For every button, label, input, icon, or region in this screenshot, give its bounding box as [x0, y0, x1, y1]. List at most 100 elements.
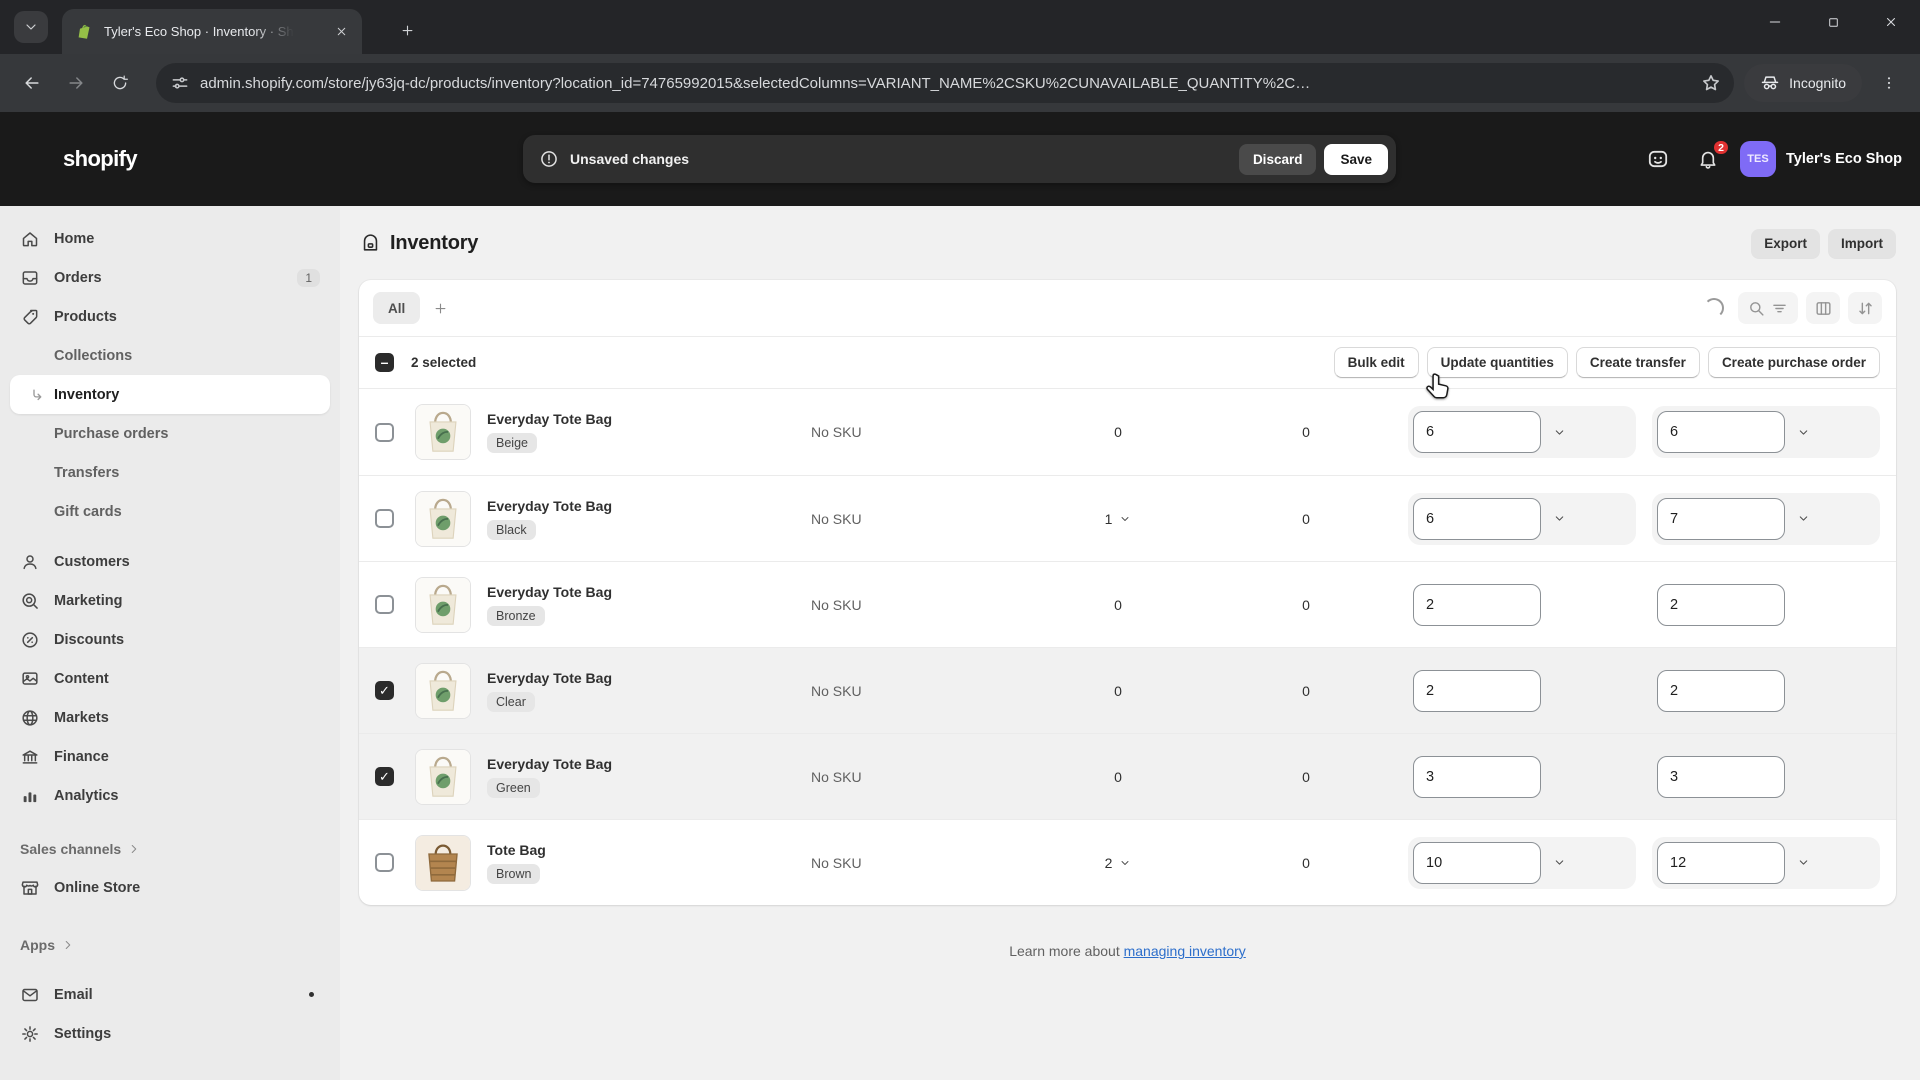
- available-group: [1408, 406, 1636, 458]
- sidebar-item-settings[interactable]: Settings: [10, 1014, 330, 1053]
- on-hand-input[interactable]: [1657, 841, 1785, 884]
- export-button[interactable]: Export: [1751, 228, 1820, 258]
- browser-menu-button[interactable]: [1872, 66, 1906, 100]
- sidebar-item-collections[interactable]: Collections: [10, 336, 330, 375]
- sidebar-section-apps[interactable]: Apps: [10, 925, 330, 964]
- store-menu-button[interactable]: TES Tyler's Eco Shop: [1740, 141, 1902, 177]
- back-button[interactable]: [14, 65, 50, 101]
- sort-button[interactable]: [1848, 292, 1882, 324]
- sidebar-item-customers[interactable]: Customers: [10, 542, 330, 581]
- address-bar[interactable]: admin.shopify.com/store/jy63jq-dc/produc…: [156, 63, 1735, 103]
- variant-badge: Beige: [487, 433, 537, 453]
- sidebar-item-gift-cards[interactable]: Gift cards: [10, 492, 330, 531]
- committed-cell: 0: [1302, 596, 1310, 613]
- available-input[interactable]: [1413, 755, 1541, 798]
- unavailable-dropdown-button[interactable]: 1: [1105, 511, 1132, 527]
- sidebar-item-online-store[interactable]: Online Store: [10, 868, 330, 907]
- product-thumbnail[interactable]: [415, 662, 471, 719]
- row-checkbox[interactable]: [375, 853, 394, 872]
- tab-close-icon[interactable]: [330, 21, 352, 43]
- sidebar-item-products[interactable]: Products: [10, 297, 330, 336]
- sidebar-item-inventory[interactable]: Inventory: [10, 375, 330, 414]
- row-checkbox[interactable]: [375, 509, 394, 528]
- table-row: Everyday Tote Bag Clear No SKU 0 0: [359, 647, 1896, 733]
- managing-inventory-link[interactable]: managing inventory: [1123, 943, 1246, 959]
- sidebar-item-transfers[interactable]: Transfers: [10, 453, 330, 492]
- select-all-checkbox[interactable]: [375, 353, 394, 372]
- on-hand-input[interactable]: [1657, 669, 1785, 712]
- product-name-link[interactable]: Everyday Tote Bag: [487, 583, 613, 600]
- on-hand-input[interactable]: [1657, 583, 1785, 626]
- minimize-button[interactable]: [1746, 0, 1804, 44]
- create-transfer-button[interactable]: Create transfer: [1575, 347, 1700, 378]
- sidebar-item-home[interactable]: Home: [10, 219, 330, 258]
- shopify-logo[interactable]: shopify: [28, 145, 138, 173]
- available-dropdown-chevron[interactable]: [1541, 856, 1577, 869]
- on-hand-input[interactable]: [1657, 497, 1785, 540]
- sidekick-button[interactable]: [1640, 141, 1676, 177]
- on-hand-dropdown-chevron[interactable]: [1785, 512, 1821, 525]
- chevron-down-icon: [1119, 857, 1131, 869]
- product-thumbnail[interactable]: [415, 834, 471, 891]
- forward-button[interactable]: [58, 65, 94, 101]
- window-close-button[interactable]: [1862, 0, 1920, 44]
- sidebar-section-sales-channels[interactable]: Sales channels: [10, 829, 330, 868]
- sidebar-item-analytics[interactable]: Analytics: [10, 776, 330, 815]
- sidebar-item-content[interactable]: Content: [10, 659, 330, 698]
- tab-all[interactable]: All: [373, 292, 421, 324]
- row-checkbox[interactable]: [375, 681, 394, 700]
- sidebar-item-finance[interactable]: Finance: [10, 737, 330, 776]
- tab-search-button[interactable]: [14, 11, 48, 43]
- reload-button[interactable]: [102, 65, 138, 101]
- sidebar-item-markets[interactable]: Markets: [10, 698, 330, 737]
- on-hand-dropdown-chevron[interactable]: [1785, 426, 1821, 439]
- product-thumbnail[interactable]: [415, 576, 471, 633]
- bookmark-star-icon[interactable]: [1700, 72, 1722, 94]
- available-input[interactable]: [1413, 583, 1541, 626]
- available-input[interactable]: [1413, 411, 1541, 453]
- product-name-link[interactable]: Everyday Tote Bag: [487, 669, 613, 686]
- site-settings-icon[interactable]: [170, 73, 190, 93]
- product-thumbnail[interactable]: [415, 748, 471, 805]
- product-name-link[interactable]: Tote Bag: [487, 841, 546, 858]
- product-name-link[interactable]: Everyday Tote Bag: [487, 497, 613, 514]
- product-thumbnail[interactable]: [415, 490, 471, 547]
- unavailable-dropdown-button[interactable]: 2: [1105, 855, 1132, 871]
- orders-icon: [20, 268, 40, 288]
- notifications-button[interactable]: 2: [1690, 139, 1730, 177]
- save-button[interactable]: Save: [1324, 143, 1388, 175]
- product-name-link[interactable]: Everyday Tote Bag: [487, 411, 613, 427]
- sidebar-item-email[interactable]: Email: [10, 975, 330, 1014]
- product-thumbnail[interactable]: [415, 404, 471, 460]
- maximize-button[interactable]: [1804, 0, 1862, 44]
- add-view-button[interactable]: [424, 292, 456, 324]
- bulk-actions: Bulk edit Update quantities Create transfe…: [1333, 347, 1880, 378]
- discard-button[interactable]: Discard: [1238, 143, 1317, 175]
- available-input[interactable]: [1413, 669, 1541, 712]
- create-purchase-order-button[interactable]: Create purchase order: [1707, 347, 1880, 378]
- bulk-edit-button[interactable]: Bulk edit: [1333, 347, 1419, 378]
- new-tab-button[interactable]: [392, 15, 422, 45]
- row-checkbox[interactable]: [375, 595, 394, 614]
- on-hand-input[interactable]: [1657, 755, 1785, 798]
- sidebar-item-purchase-orders[interactable]: Purchase orders: [10, 414, 330, 453]
- on-hand-input[interactable]: [1657, 411, 1785, 453]
- sidebar-item-label: Orders: [54, 269, 102, 286]
- on-hand-dropdown-chevron[interactable]: [1785, 856, 1821, 869]
- columns-button[interactable]: [1806, 292, 1840, 324]
- available-dropdown-chevron[interactable]: [1541, 512, 1577, 525]
- row-checkbox[interactable]: [375, 422, 394, 442]
- available-input[interactable]: [1413, 497, 1541, 540]
- product-name-link[interactable]: Everyday Tote Bag: [487, 755, 613, 772]
- available-input[interactable]: [1413, 841, 1541, 884]
- sidebar-item-orders[interactable]: Orders 1: [10, 258, 330, 297]
- row-checkbox[interactable]: [375, 767, 394, 786]
- import-button[interactable]: Import: [1828, 228, 1896, 258]
- sidebar-dot: [309, 992, 314, 997]
- search-filter-button[interactable]: [1738, 292, 1798, 324]
- available-dropdown-chevron[interactable]: [1541, 426, 1577, 439]
- sidebar-item-discounts[interactable]: Discounts: [10, 620, 330, 659]
- update-quantities-button[interactable]: Update quantities: [1426, 347, 1568, 378]
- browser-tab[interactable]: Tyler's Eco Shop · Inventory · Sh: [62, 9, 362, 54]
- sidebar-item-marketing[interactable]: Marketing: [10, 581, 330, 620]
